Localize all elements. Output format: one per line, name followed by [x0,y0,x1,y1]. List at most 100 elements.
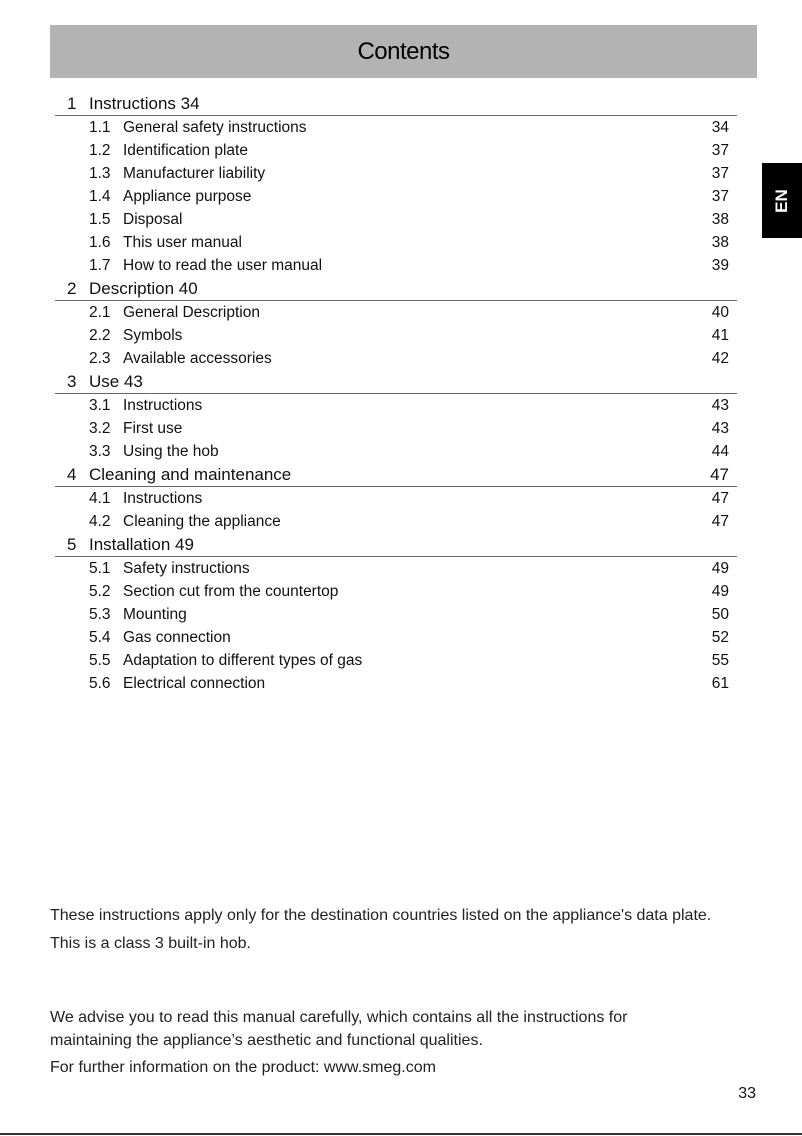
entry-page: 52 [711,629,729,646]
section-number: 3 [67,372,77,391]
section-page [681,370,737,393]
table-of-contents: 1 Instructions 34 1.1 General safety instru… [55,92,737,695]
toc-entry[interactable]: 2.1 General Description 40 [55,301,737,324]
entry-title: General Description [123,304,260,321]
entry-page: 37 [711,188,729,205]
entry-page: 50 [711,606,729,623]
entry-title: Available accessories [123,350,272,367]
entry-number: 5.6 [89,675,111,692]
entry-number: 5.3 [89,606,111,623]
page-number: 33 [738,1085,756,1102]
entry-page: 43 [711,420,729,437]
entry-title: Disposal [123,211,183,228]
entry-title: Electrical connection [123,675,266,692]
toc-entry[interactable]: 2.2 Symbols 41 [55,324,737,347]
entry-title: Instructions [123,490,203,507]
entry-number: 3.3 [89,443,111,460]
toc-entry[interactable]: 2.3 Available accessories 42 [55,347,737,370]
section-title: Description 40 [89,279,198,298]
entry-page: 39 [711,257,729,274]
entry-title: General safety instructions [123,119,307,136]
entry-page: 38 [711,234,729,251]
bottom-rule [0,1133,802,1135]
section-page [681,92,737,115]
entry-page: 47 [711,513,729,530]
section-number: 2 [67,279,77,298]
toc-entry[interactable]: 1.6 This user manual 38 [55,231,737,254]
entry-page: 43 [711,397,729,414]
section-page [681,533,737,556]
advice-text-1: We advise you to read this manual carefu… [50,1009,628,1026]
toc-entry[interactable]: 5.1 Safety instructions 49 [55,557,737,580]
section-title: Instructions 34 [89,94,200,113]
section-page [681,277,737,300]
entry-number: 1.6 [89,234,111,251]
entry-number: 4.1 [89,490,111,507]
language-label: EN [772,188,791,213]
entry-number: 5.4 [89,629,111,646]
destination-note: These instructions apply only for the de… [50,907,712,924]
toc-entry[interactable]: 5.2 Section cut from the countertop 49 [55,580,737,603]
entry-page: 37 [711,142,729,159]
entry-number: 1.5 [89,211,111,228]
entry-title: Using the hob [123,443,219,460]
page-title: Contents [357,37,450,65]
entry-number: 4.2 [89,513,111,530]
toc-section-heading[interactable]: 5 Installation 49 [55,533,737,557]
toc-section-heading[interactable]: 1 Instructions 34 [55,92,737,116]
entry-number: 5.5 [89,652,111,669]
entry-title: Adaptation to different types of gas [123,652,363,669]
entry-title: Manufacturer liability [123,165,266,182]
toc-entry[interactable]: 1.3 Manufacturer liability 37 [55,162,737,185]
entry-number: 5.2 [89,583,111,600]
entry-title: Gas connection [123,629,231,646]
toc-entry[interactable]: 5.3 Mounting 50 [55,603,737,626]
toc-entry[interactable]: 1.5 Disposal 38 [55,208,737,231]
entry-number: 5.1 [89,560,111,577]
entry-page: 44 [711,443,729,460]
entry-number: 3.1 [89,397,111,414]
class-note: This is a class 3 built-in hob. [50,935,251,952]
section-number: 1 [67,94,77,113]
section-title: Installation 49 [89,535,194,554]
toc-section-heading[interactable]: 3 Use 43 [55,370,737,394]
language-tab: EN [762,163,802,238]
section-number: 4 [67,465,77,484]
entry-title: Mounting [123,606,187,623]
toc-entry[interactable]: 3.2 First use 43 [55,417,737,440]
toc-entry[interactable]: 4.1 Instructions 47 [55,487,737,510]
entry-page: 41 [711,327,729,344]
toc-entry[interactable]: 3.3 Using the hob 44 [55,440,737,463]
entry-page: 47 [711,490,729,507]
section-title: Use 43 [89,372,143,391]
entry-title: Instructions [123,397,203,414]
entry-number: 1.3 [89,165,111,182]
toc-entry[interactable]: 5.5 Adaptation to different types of gas 5… [55,649,737,672]
website-note: For further information on the product: … [50,1059,436,1076]
toc-entry[interactable]: 1.1 General safety instructions 34 [55,116,737,139]
entry-title: Cleaning the appliance [123,513,281,530]
toc-section-heading[interactable]: 4 Cleaning and maintenance 47 [55,463,737,487]
entry-number: 2.3 [89,350,111,367]
toc-entry[interactable]: 1.7 How to read the user manual 39 [55,254,737,277]
entry-number: 1.4 [89,188,111,205]
toc-entry[interactable]: 1.2 Identification plate 37 [55,139,737,162]
entry-page: 49 [711,583,729,600]
toc-entry[interactable]: 4.2 Cleaning the appliance 47 [55,510,737,533]
entry-title: How to read the user manual [123,257,323,274]
entry-number: 2.1 [89,304,111,321]
advice-text-2: maintaining the appliance’s aesthetic an… [50,1032,483,1049]
entry-title: Safety instructions [123,560,250,577]
entry-number: 1.2 [89,142,111,159]
toc-section-heading[interactable]: 2 Description 40 [55,277,737,301]
entry-title: Symbols [123,327,183,344]
entry-title: Appliance purpose [123,188,252,205]
entry-title: Section cut from the countertop [123,583,339,600]
toc-entry[interactable]: 5.6 Electrical connection 61 [55,672,737,695]
toc-entry[interactable]: 1.4 Appliance purpose 37 [55,185,737,208]
toc-entry[interactable]: 3.1 Instructions 43 [55,394,737,417]
entry-number: 2.2 [89,327,111,344]
entry-page: 42 [711,350,729,367]
toc-entry[interactable]: 5.4 Gas connection 52 [55,626,737,649]
contents-header: Contents [50,25,757,78]
